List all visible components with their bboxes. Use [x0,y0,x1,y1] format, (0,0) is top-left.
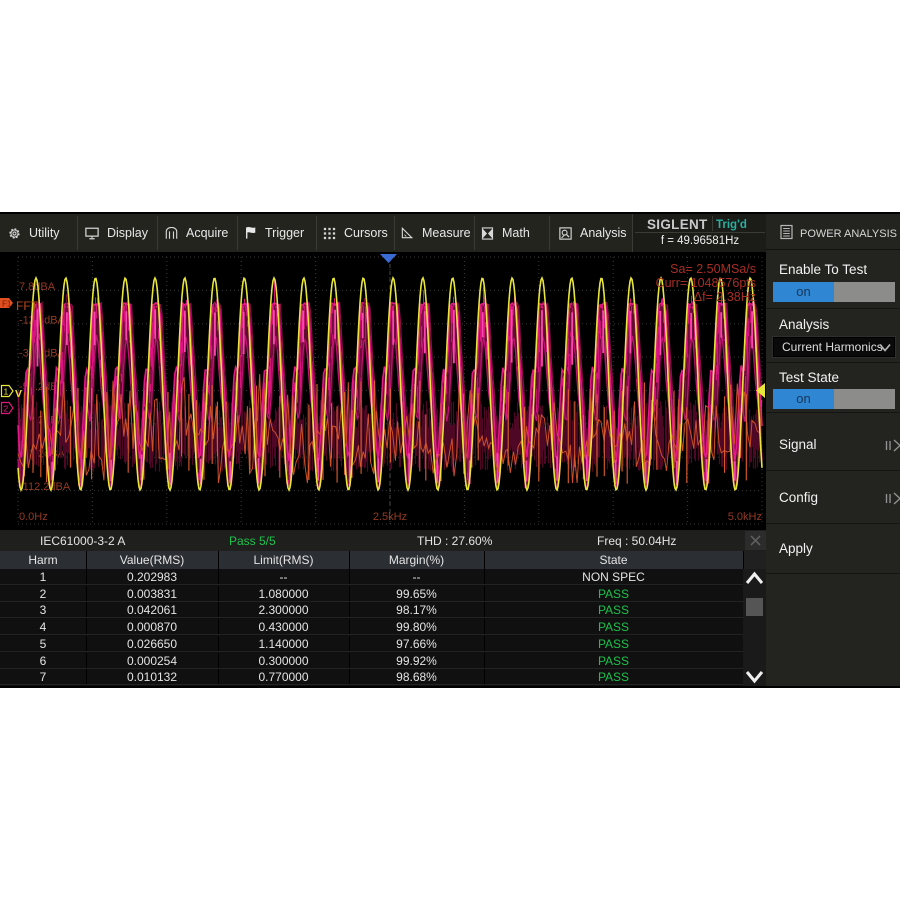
svg-text:2.5kHz: 2.5kHz [373,511,407,523]
svg-text:Δf= 2.38Hz: Δf= 2.38Hz [694,290,756,304]
svg-text:FFT: FFT [16,299,39,313]
svg-text:Sa= 2.50MSa/s: Sa= 2.50MSa/s [670,262,756,276]
svg-text:-112.2dBA: -112.2dBA [19,481,71,493]
svg-text:Curr= 1048576pts: Curr= 1048576pts [656,276,756,290]
svg-text:V: V [15,388,22,400]
svg-text:5.0kHz: 5.0kHz [728,511,762,523]
svg-text:F1: F1 [2,300,12,309]
svg-text:2: 2 [4,404,9,414]
svg-text:1: 1 [4,387,9,397]
svg-text:0.0Hz: 0.0Hz [19,511,48,523]
